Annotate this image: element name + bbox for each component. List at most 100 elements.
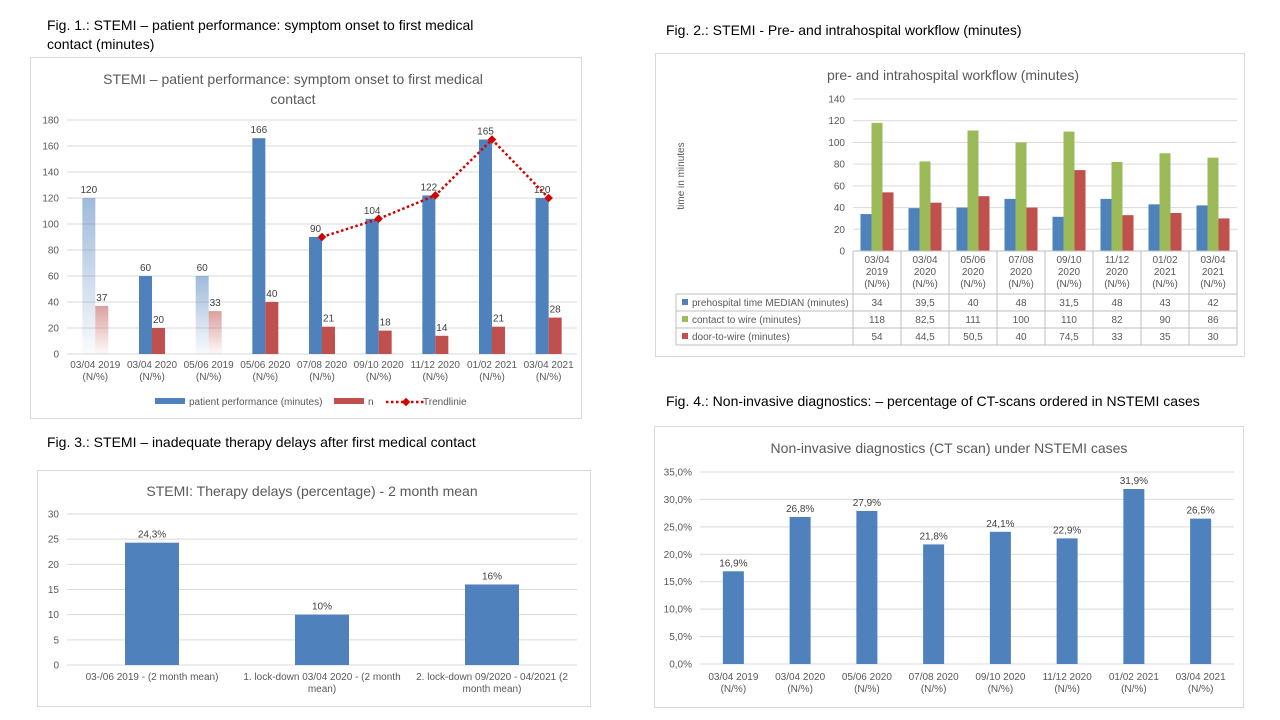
data-label: 120 — [80, 185, 97, 196]
bar-patient-performance — [422, 195, 436, 354]
fig3-chart-title: STEMI: Therapy delays (percentage) - 2 m… — [146, 483, 477, 499]
bar-ct-scan — [722, 571, 744, 664]
data-label: 26,8% — [786, 504, 814, 515]
bar-therapy-delay — [465, 584, 519, 665]
table-cell: 40 — [1015, 332, 1027, 343]
y-tick-label: 100 — [828, 138, 845, 149]
fig1-chart-panel: STEMI – patient performance: symptom ons… — [30, 57, 582, 419]
data-label: 37 — [96, 293, 108, 304]
x-tick-label: 09/10 2020 (N/%) — [354, 360, 404, 383]
table-cell: 86 — [1207, 315, 1219, 326]
bar-ct-scan — [789, 516, 811, 664]
bar-n — [95, 305, 109, 354]
bar-prehospital — [1148, 204, 1160, 251]
x-tick-label: 03/04 2020 (N/%) — [127, 360, 177, 383]
bar-contact-to-wire — [1111, 161, 1123, 251]
data-label: 16% — [482, 571, 502, 582]
data-label: 166 — [250, 125, 267, 136]
bar-door-to-wire — [1218, 218, 1230, 251]
y-tick-label: 5 — [53, 635, 59, 646]
y-tick-label: 120 — [42, 194, 59, 205]
x-tick-label: 03/04 2020 (N/%) — [775, 672, 825, 695]
data-label: 26,5% — [1186, 506, 1214, 517]
bar-prehospital — [860, 214, 872, 251]
legend-label-n: n — [368, 397, 374, 408]
x-tick-label: 05/06 2020 (N/%) — [240, 360, 290, 383]
table-cell: 74,5 — [1059, 332, 1079, 343]
fig3-chart-panel: STEMI: Therapy delays (percentage) - 2 m… — [37, 470, 591, 707]
fig4-chart-panel: Non-invasive diagnostics (CT scan) under… — [654, 426, 1244, 708]
x-tick-label: 09/10 2020 (N/%) — [1056, 255, 1082, 290]
x-tick-label: 01/02 2021 (N/%) — [1109, 672, 1159, 695]
table-cell: 35 — [1159, 332, 1171, 343]
data-label: 31,9% — [1120, 476, 1148, 487]
data-label: 10% — [312, 602, 332, 613]
y-tick-label: 20 — [834, 225, 846, 236]
bar-n — [378, 330, 392, 354]
bar-ct-scan — [1190, 518, 1212, 664]
x-tick-label: 03/04 2021 (N/%) — [1176, 672, 1226, 695]
data-label: 21,8% — [919, 531, 947, 542]
legend-swatch-patient-performance — [155, 398, 185, 404]
table-cell: 110 — [1061, 315, 1077, 326]
fig2-chart: pre- and intrahospital workflow (minutes… — [675, 67, 1238, 346]
bar-patient-performance — [139, 276, 152, 354]
bar-door-to-wire — [1170, 213, 1182, 251]
bar-prehospital — [1100, 198, 1112, 251]
data-label: 28 — [550, 305, 562, 316]
y-tick-label: 100 — [42, 220, 59, 231]
y-tick-label: 80 — [48, 246, 60, 257]
data-label: 33 — [210, 298, 222, 309]
x-tick-label: 05/06 2020 (N/%) — [960, 255, 986, 290]
fig1-chart-title: STEMI – patient performance: symptom ons… — [103, 71, 483, 107]
table-cell: 40 — [967, 298, 979, 309]
x-tick-label: 01/02 2021 (N/%) — [467, 360, 517, 383]
bar-prehospital — [1196, 205, 1208, 251]
y-tick-label: 80 — [834, 160, 846, 171]
table-cell: 30 — [1207, 332, 1219, 343]
y-tick-label: 120 — [828, 116, 845, 127]
y-tick-label: 25,0% — [664, 522, 692, 533]
fig4-chart: Non-invasive diagnostics (CT scan) under… — [664, 440, 1234, 695]
data-label: 27,9% — [853, 498, 881, 509]
y-tick-label: 180 — [42, 116, 59, 127]
legend-swatch-n — [334, 398, 364, 404]
table-row-label: contact to wire (minutes) — [692, 315, 801, 326]
bar-door-to-wire — [1026, 207, 1038, 251]
x-tick-label: 03/04 2019 (N/%) — [70, 360, 120, 383]
x-tick-label: 03-/06 2019 - (2 month mean) — [86, 672, 219, 683]
bar-contact-to-wire — [919, 161, 931, 251]
y-tick-label: 15,0% — [664, 577, 692, 588]
x-tick-label: 07/08 2020 (N/%) — [1008, 255, 1034, 290]
y-tick-label: 5,0% — [669, 632, 692, 643]
x-tick-label: 01/02 2021 (N/%) — [1152, 255, 1178, 290]
table-cell: 42 — [1207, 298, 1219, 309]
bar-door-to-wire — [882, 192, 894, 251]
y-tick-label: 35,0% — [664, 468, 692, 479]
y-tick-label: 0 — [53, 661, 59, 672]
y-tick-label: 20 — [48, 560, 60, 571]
bar-ct-scan — [989, 531, 1011, 664]
trendline-marker — [317, 232, 327, 242]
x-tick-label: 05/06 2020 (N/%) — [842, 672, 892, 695]
data-label: 24,3% — [138, 530, 166, 541]
table-cell: 43 — [1159, 298, 1171, 309]
bar-n — [492, 326, 505, 354]
bar-ct-scan — [923, 544, 945, 664]
bar-therapy-delay — [125, 542, 179, 665]
bar-door-to-wire — [1074, 170, 1086, 251]
bar-contact-to-wire — [1015, 142, 1027, 251]
bar-ct-scan — [1056, 538, 1078, 664]
x-tick-label: 07/08 2020 (N/%) — [909, 672, 959, 695]
fig2-caption: Fig. 2.: STEMI - Pre- and intrahospital … — [666, 22, 1022, 38]
data-label: 165 — [477, 127, 494, 138]
x-tick-label: 11/12 2020 (N/%) — [1104, 255, 1130, 290]
bar-patient-performance — [535, 198, 549, 354]
y-tick-label: 0,0% — [669, 660, 692, 671]
y-tick-label: 40 — [834, 203, 846, 214]
y-tick-label: 10 — [48, 610, 60, 621]
table-cell: 48 — [1015, 298, 1027, 309]
table-legend-key — [682, 299, 688, 305]
bar-door-to-wire — [978, 196, 990, 251]
table-cell: 50,5 — [963, 332, 983, 343]
